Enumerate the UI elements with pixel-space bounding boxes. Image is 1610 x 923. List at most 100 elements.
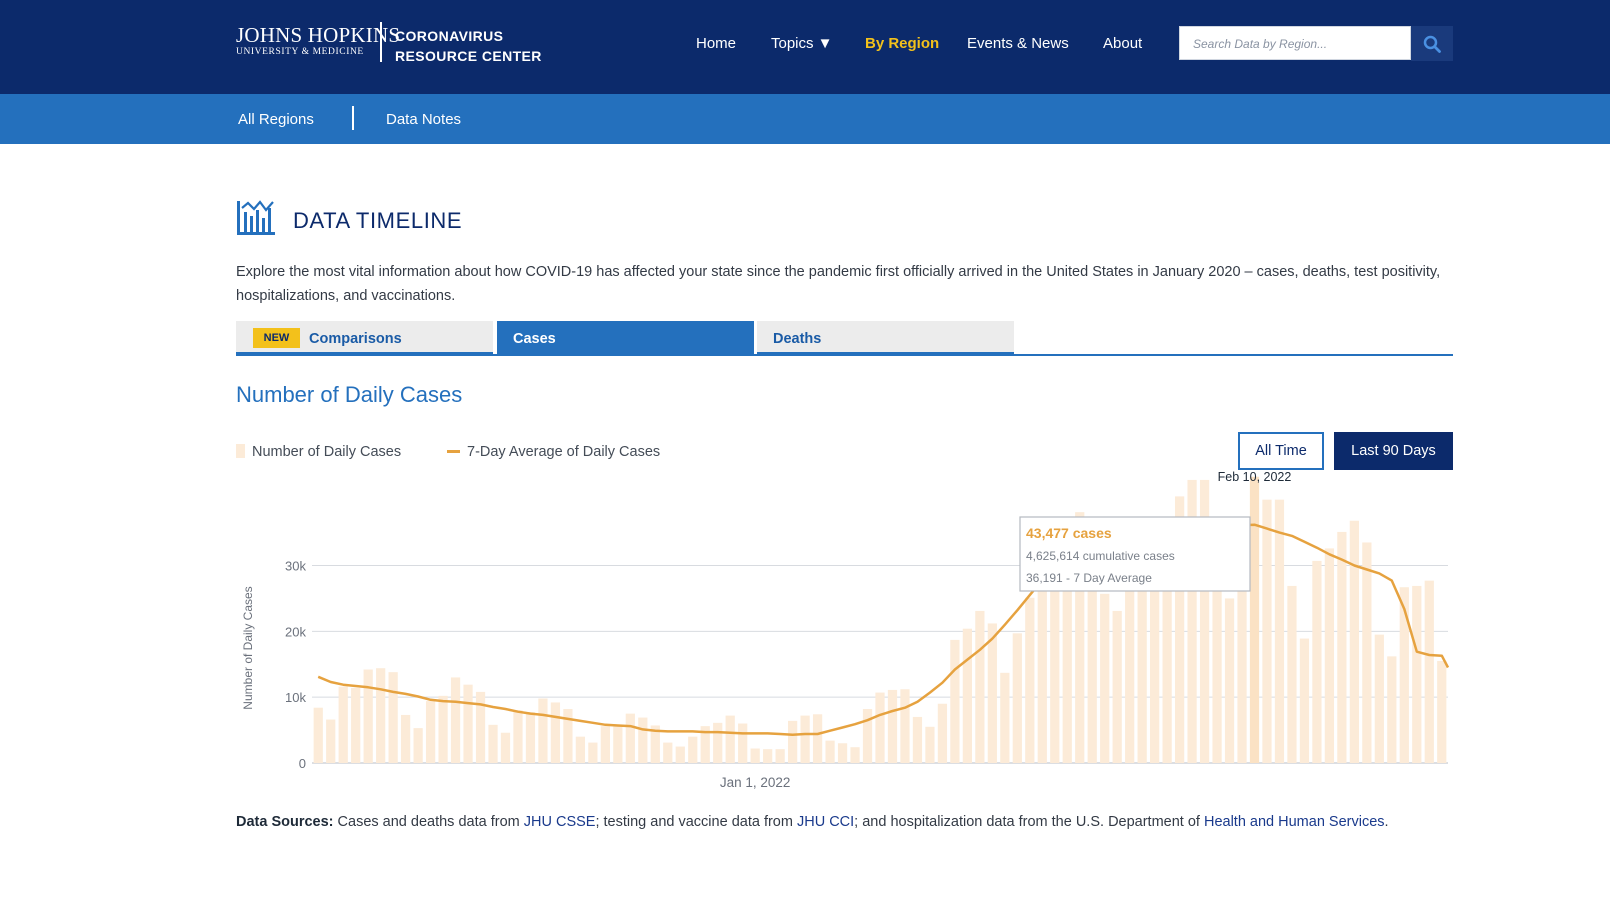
bar-daily-cases[interactable]	[1174, 496, 1185, 763]
bar-daily-cases[interactable]	[488, 724, 498, 763]
bar-daily-cases[interactable]	[563, 709, 573, 763]
bar-daily-cases[interactable]	[787, 720, 798, 763]
tab-cases[interactable]: Cases	[497, 321, 754, 355]
bar-daily-cases[interactable]	[1062, 548, 1072, 763]
bar-daily-cases[interactable]	[700, 726, 710, 763]
bar-daily-cases[interactable]	[950, 639, 960, 763]
search-input[interactable]	[1191, 28, 1415, 60]
bar-daily-cases[interactable]	[763, 749, 773, 763]
jhu-logo[interactable]: JOHNS HOPKINS UNIVERSITY & MEDICINE	[236, 24, 400, 57]
tab-comparisons[interactable]: NEW Comparisons	[236, 321, 493, 355]
bar-daily-cases[interactable]	[775, 749, 785, 763]
bar-daily-cases[interactable]	[987, 623, 997, 763]
bar-daily-cases[interactable]	[1137, 562, 1147, 763]
last-90-days-button[interactable]: Last 90 Days	[1334, 432, 1453, 470]
bar-daily-cases[interactable]	[1199, 479, 1210, 763]
bar-daily-cases[interactable]	[575, 736, 586, 763]
crc-logo[interactable]: CORONAVIRUS RESOURCE CENTER	[395, 26, 542, 66]
bar-daily-cases[interactable]	[463, 684, 473, 763]
bar-daily-cases[interactable]	[538, 698, 548, 763]
bar-daily-cases[interactable]	[1299, 638, 1310, 763]
bar-daily-cases[interactable]	[1387, 656, 1397, 763]
bar-daily-cases[interactable]	[1237, 585, 1247, 763]
bar-daily-cases[interactable]	[1037, 574, 1047, 763]
nav-events-news[interactable]: Events & News	[967, 35, 1069, 52]
bar-daily-cases[interactable]	[338, 686, 348, 763]
bar-daily-cases[interactable]	[1100, 593, 1110, 763]
bar-daily-cases[interactable]	[1437, 660, 1447, 763]
bar-daily-cases[interactable]	[812, 714, 823, 763]
bar-daily-cases[interactable]	[825, 740, 835, 763]
bar-daily-cases[interactable]	[675, 746, 685, 763]
tab-deaths[interactable]: Deaths	[757, 321, 1014, 355]
bar-daily-cases[interactable]	[1374, 634, 1384, 763]
bar-daily-cases[interactable]	[313, 707, 323, 763]
bar-daily-cases[interactable]	[850, 747, 860, 763]
link-jhu-csse[interactable]: JHU CSSE	[523, 814, 596, 830]
daily-cases-chart[interactable]: 0 10k 20k 30k Number of Daily Cases Jan 1, 20…	[236, 470, 1460, 795]
bar-daily-cases[interactable]	[875, 692, 885, 763]
bar-daily-cases[interactable]	[1000, 672, 1010, 763]
bar-daily-cases[interactable]	[613, 724, 623, 763]
bar-daily-cases[interactable]	[1187, 479, 1197, 763]
bar-daily-cases[interactable]	[1287, 585, 1297, 763]
bar-daily-cases[interactable]	[413, 728, 423, 763]
bar-daily-cases[interactable]	[1087, 574, 1097, 763]
bar-daily-cases[interactable]	[1362, 542, 1372, 763]
bar-daily-cases[interactable]	[1025, 597, 1035, 763]
bar-daily-cases[interactable]	[438, 695, 448, 763]
bar-daily-cases[interactable]	[401, 714, 411, 763]
bar-daily-cases[interactable]	[588, 742, 598, 763]
bar-daily-cases[interactable]	[525, 712, 536, 763]
bar-daily-cases[interactable]	[388, 672, 398, 763]
bar-daily-cases[interactable]	[513, 710, 523, 763]
nav-topics[interactable]: Topics ▼	[771, 35, 833, 52]
bar-daily-cases[interactable]	[1112, 610, 1122, 763]
nav-by-region[interactable]: By Region	[865, 35, 940, 52]
link-jhu-cci[interactable]: JHU CCI	[796, 814, 855, 830]
bar-daily-cases[interactable]	[625, 713, 635, 763]
bar-daily-cases[interactable]	[1050, 558, 1060, 763]
bar-daily-cases[interactable]	[738, 723, 748, 763]
bar-daily-cases[interactable]	[351, 687, 361, 763]
subnav-data-notes[interactable]: Data Notes	[386, 111, 462, 128]
search-button[interactable]	[1411, 26, 1453, 61]
bar-daily-cases[interactable]	[600, 726, 610, 763]
bar-daily-cases[interactable]	[1324, 548, 1335, 763]
nav-about[interactable]: About	[1103, 35, 1143, 52]
bar-daily-cases[interactable]	[1150, 555, 1160, 763]
bar-daily-cases[interactable]	[425, 701, 436, 763]
bar-daily-cases[interactable]	[837, 743, 848, 763]
legend-daily-cases[interactable]: Number of Daily Cases	[252, 444, 402, 460]
bar-daily-cases[interactable]	[1224, 598, 1235, 763]
bar-daily-cases[interactable]	[638, 717, 648, 763]
bar-daily-cases[interactable]	[925, 726, 935, 763]
bar-daily-cases[interactable]	[1424, 580, 1434, 763]
bar-daily-cases[interactable]	[1012, 633, 1022, 763]
nav-home[interactable]: Home	[696, 35, 737, 52]
bar-daily-cases[interactable]	[1349, 520, 1359, 763]
bar-daily-cases[interactable]	[713, 722, 723, 763]
bar-daily-cases[interactable]	[1262, 499, 1272, 763]
bar-daily-cases[interactable]	[1249, 476, 1260, 763]
bar-daily-cases[interactable]	[1312, 560, 1322, 763]
bar-daily-cases[interactable]	[862, 709, 873, 763]
bar-daily-cases[interactable]	[1125, 562, 1135, 763]
bar-daily-cases[interactable]	[750, 748, 760, 763]
bar-daily-cases[interactable]	[1412, 585, 1422, 763]
bar-daily-cases[interactable]	[363, 669, 373, 763]
bar-daily-cases[interactable]	[475, 691, 486, 763]
bar-daily-cases[interactable]	[500, 732, 511, 763]
bar-daily-cases[interactable]	[550, 702, 561, 763]
bar-daily-cases[interactable]	[1162, 544, 1172, 763]
bar-daily-cases[interactable]	[1274, 499, 1285, 763]
bar-daily-cases[interactable]	[663, 742, 673, 763]
bar-daily-cases[interactable]	[650, 725, 660, 763]
bar-daily-cases[interactable]	[887, 689, 898, 763]
bar-daily-cases[interactable]	[962, 628, 973, 763]
bar-daily-cases[interactable]	[450, 677, 461, 763]
all-time-button[interactable]: All Time	[1238, 432, 1324, 470]
bar-daily-cases[interactable]	[1337, 531, 1347, 763]
legend-7day-average[interactable]: 7-Day Average of Daily Cases	[467, 444, 661, 460]
bar-daily-cases[interactable]	[1399, 587, 1409, 763]
